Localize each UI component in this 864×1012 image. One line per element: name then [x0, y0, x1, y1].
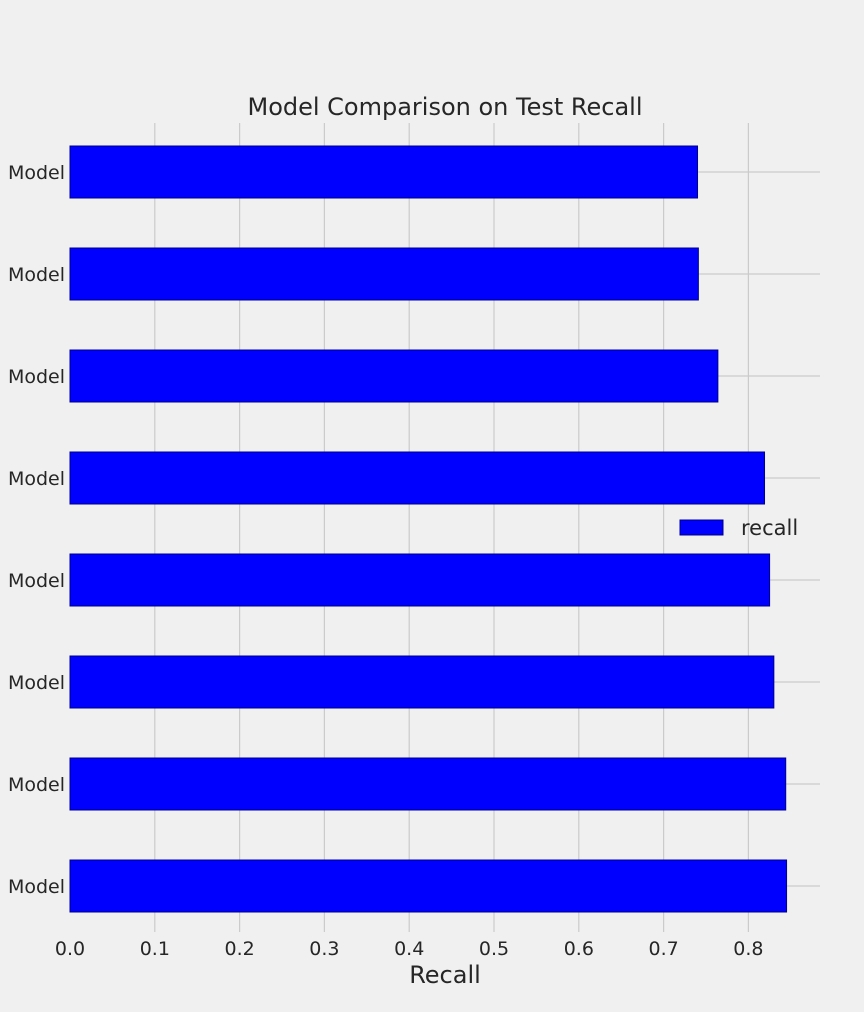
y-tick-labels: Model Model Model Model Model Model Model Model [8, 162, 65, 898]
x-tick-label: 0.4 [394, 938, 424, 960]
bar [69, 349, 719, 403]
x-tick-label: 0.7 [648, 938, 678, 960]
x-tick-label: 0.3 [309, 938, 339, 960]
x-tick-label: 0.2 [224, 938, 254, 960]
y-tick-label: Model [8, 876, 65, 898]
bar [69, 451, 766, 505]
x-tick-label: 0.8 [733, 938, 763, 960]
x-tick-label: 0.6 [564, 938, 594, 960]
bars [69, 145, 788, 913]
y-tick-label: Model [8, 366, 65, 388]
x-tick-label: 0.1 [140, 938, 170, 960]
x-axis-label: Recall [409, 961, 481, 989]
legend-swatch [679, 519, 724, 536]
y-tick-label: Model [8, 774, 65, 796]
bar [69, 655, 775, 709]
legend-label: recall [741, 516, 798, 540]
chart-title: Model Comparison on Test Recall [247, 93, 642, 121]
bar [69, 247, 699, 301]
y-tick-label: Model [8, 468, 65, 490]
y-tick-label: Model [8, 672, 65, 694]
x-tick-label: 0.5 [479, 938, 509, 960]
x-tick-labels: 0.0 0.1 0.2 0.3 0.4 0.5 0.6 0.7 0.8 [55, 938, 764, 960]
x-tick-label: 0.0 [55, 938, 85, 960]
bar [69, 859, 788, 913]
bar [69, 145, 699, 199]
bar [69, 553, 771, 607]
y-tick-label: Model [8, 162, 65, 184]
y-tick-label: Model [8, 264, 65, 286]
legend: recall [679, 516, 798, 540]
y-tick-label: Model [8, 570, 65, 592]
bar [69, 757, 787, 811]
